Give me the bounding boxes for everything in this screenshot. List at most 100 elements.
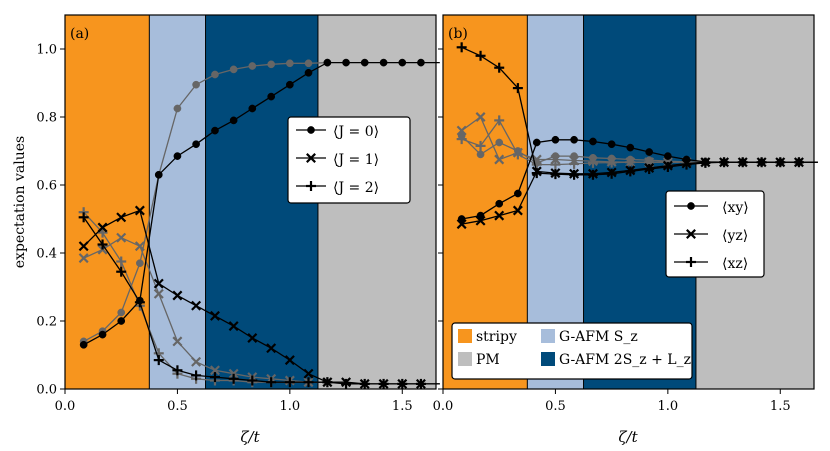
data-point <box>663 152 672 160</box>
series-j-2 <box>78 212 440 389</box>
data-point <box>512 205 523 216</box>
series-j-1 <box>78 205 440 389</box>
data-point <box>173 152 182 160</box>
legend-markers <box>296 126 326 191</box>
data-point <box>266 377 277 388</box>
x-tick-label: 1.5 <box>392 399 413 414</box>
data-point <box>417 58 425 67</box>
data-point <box>229 65 238 74</box>
legend-a: ⟨J = 0⟩ ⟨J = 1⟩ ⟨J = 2⟩ <box>287 116 411 204</box>
data-point <box>570 135 578 144</box>
x-tick-label: 0.5 <box>545 399 566 414</box>
series-lines <box>456 42 818 230</box>
series-line <box>83 236 328 383</box>
region-stripy <box>65 15 150 389</box>
series-j-0 <box>79 58 440 349</box>
data-point <box>775 157 786 168</box>
data-point <box>173 104 182 113</box>
data-point <box>284 377 295 388</box>
data-point <box>153 288 164 299</box>
data-point <box>550 159 561 170</box>
x-tick-label: 0.5 <box>167 399 188 414</box>
legend-entry-j0: ⟨J = 0⟩ <box>333 124 379 140</box>
panel-b-frame <box>442 14 815 390</box>
data-point <box>342 58 350 67</box>
data-point <box>247 375 258 386</box>
data-point <box>360 58 369 67</box>
data-point <box>192 140 200 149</box>
data-point <box>228 373 239 384</box>
data-point <box>228 321 239 332</box>
data-point <box>228 368 239 379</box>
swatch-stripy <box>458 329 472 343</box>
data-point <box>378 378 389 389</box>
data-point <box>569 158 580 169</box>
data-point <box>211 126 219 135</box>
data-point <box>172 290 183 301</box>
data-point <box>134 241 145 252</box>
data-point <box>78 253 89 264</box>
data-point <box>267 92 276 101</box>
data-point <box>209 372 220 383</box>
data-point <box>512 149 523 160</box>
data-point <box>607 140 616 149</box>
data-point <box>551 135 560 144</box>
data-point <box>587 157 598 168</box>
data-point <box>248 104 257 113</box>
data-point <box>78 241 89 252</box>
data-point <box>494 115 505 126</box>
data-point <box>514 189 522 198</box>
data-point <box>304 68 313 77</box>
data-point <box>247 333 258 343</box>
data-point <box>476 150 485 159</box>
data-point <box>191 356 202 367</box>
x-axis-label: ζ/t <box>240 428 260 446</box>
data-point <box>285 80 294 89</box>
data-point <box>737 157 748 168</box>
data-point <box>191 370 202 381</box>
data-point <box>626 143 635 152</box>
data-point <box>116 212 127 223</box>
data-point <box>415 378 426 389</box>
x-tick-label: 1.0 <box>280 399 301 414</box>
data-point <box>154 170 163 179</box>
data-point <box>456 125 467 136</box>
data-point <box>97 244 108 255</box>
legend-entry-yz: ⟨yz⟩ <box>722 228 748 244</box>
data-point <box>495 138 504 147</box>
y-tick-label: 0.8 <box>36 111 57 126</box>
data-point <box>304 59 313 68</box>
legend-marker <box>687 202 695 210</box>
data-point <box>172 336 183 347</box>
data-point <box>172 365 183 376</box>
data-point <box>475 50 486 61</box>
data-point <box>494 210 505 221</box>
phase-legend-gafm-sz: G-AFM S_z <box>559 329 638 345</box>
data-point <box>700 157 711 168</box>
legend-entry-j2: ⟨J = 2⟩ <box>333 180 379 196</box>
legend-marker <box>307 126 315 134</box>
legend-entry-j1: ⟨J = 1⟩ <box>333 152 379 168</box>
data-point <box>359 378 370 389</box>
data-point <box>116 266 127 277</box>
data-point <box>662 161 673 172</box>
data-point <box>625 157 636 168</box>
x-tick-label: 1.0 <box>658 399 679 414</box>
data-point <box>756 157 767 168</box>
panel-b: 0.0 0.5 1.0 1.5 (b) ζ/t ⟨xy⟩ ⟨yz⟩ ⟨xz⟩ stri… <box>433 14 818 446</box>
data-point <box>117 308 126 317</box>
legend-markers <box>674 202 708 267</box>
data-point <box>285 59 294 68</box>
data-point <box>569 169 580 180</box>
panel-label: (a) <box>70 26 89 42</box>
data-point <box>267 60 276 69</box>
data-point <box>793 157 804 168</box>
legend-marker <box>686 229 696 239</box>
panel-label: (b) <box>448 26 468 42</box>
legend-box <box>287 116 411 204</box>
data-point <box>531 168 542 179</box>
data-point <box>97 239 108 250</box>
data-point <box>644 164 655 175</box>
data-point <box>398 58 407 67</box>
